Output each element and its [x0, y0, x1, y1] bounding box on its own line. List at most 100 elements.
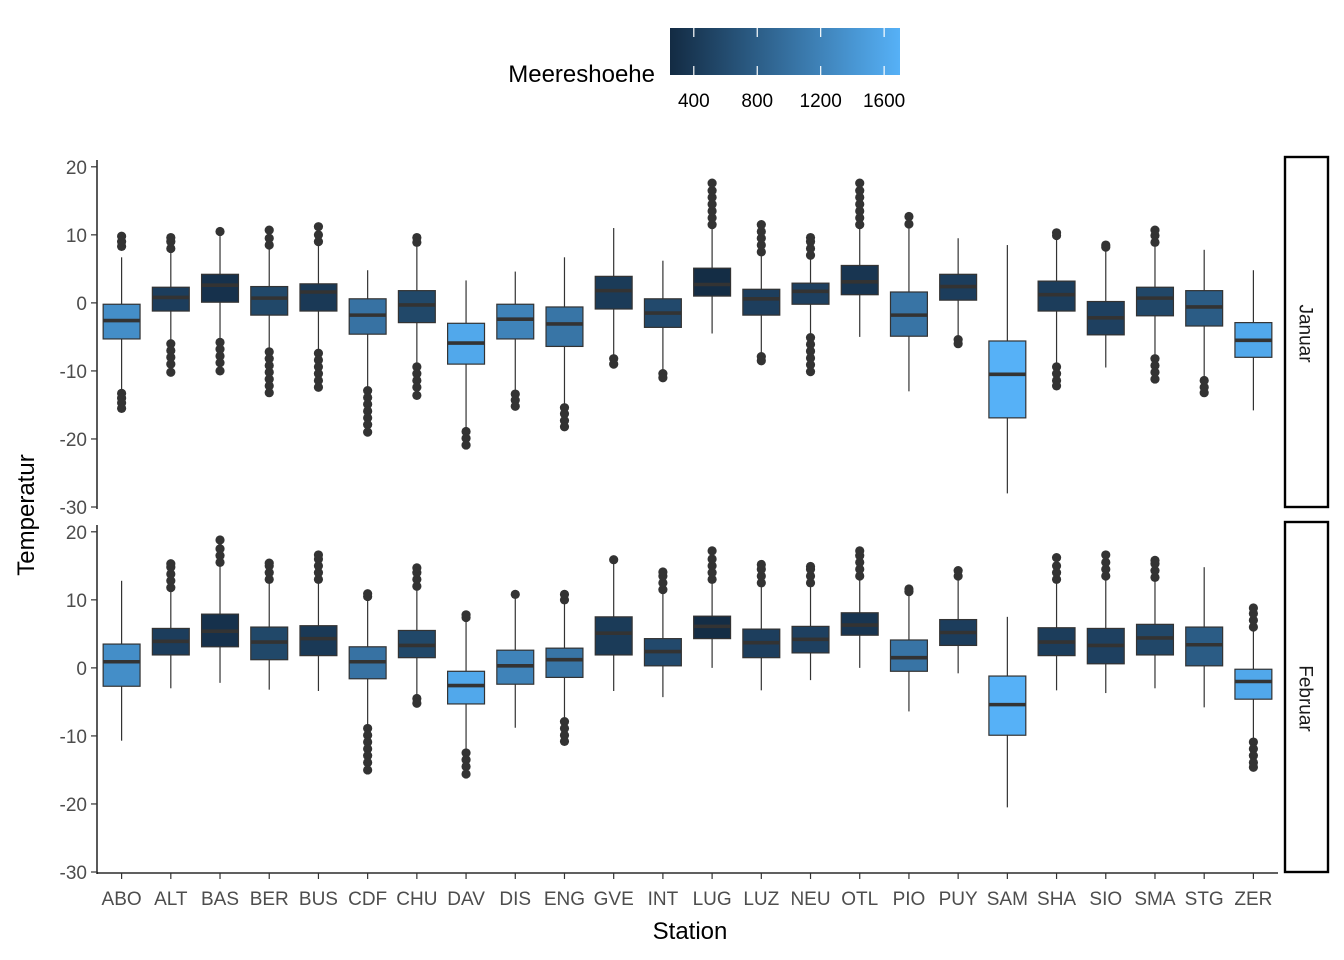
outlier-point	[412, 574, 422, 585]
box-sma	[1135, 555, 1175, 689]
outlier-point	[313, 574, 324, 585]
outlier-point	[707, 206, 717, 216]
outlier-point	[904, 211, 914, 222]
outlier-point	[1248, 737, 1258, 747]
box-ber	[250, 558, 289, 690]
outlier-point	[313, 355, 324, 365]
outlier-point	[1248, 615, 1258, 625]
x-tick-label: LUZ	[743, 889, 779, 910]
outlier-point	[707, 546, 717, 556]
outlier-point	[609, 555, 619, 565]
outlier-point	[805, 561, 816, 572]
outlier-point	[264, 388, 274, 398]
outlier-point	[1051, 228, 1062, 238]
box-lug	[693, 178, 732, 334]
x-tick-label: STG	[1185, 889, 1224, 910]
x-tick-label: BAS	[201, 889, 239, 910]
box-cdf	[348, 589, 387, 775]
outlier-point	[166, 582, 176, 593]
outlier-point	[215, 337, 225, 347]
outlier-point	[855, 192, 865, 203]
box-gve	[594, 228, 633, 369]
legend-tick-label: 800	[741, 91, 773, 112]
x-tick-label: ENG	[544, 889, 585, 910]
legend-tick-label: 1600	[863, 91, 905, 112]
box-iqr	[299, 625, 338, 657]
x-tick-label: SHA	[1037, 889, 1076, 910]
outlier-point	[1051, 561, 1062, 571]
box-neu	[791, 561, 830, 681]
box-zer	[1234, 603, 1273, 772]
outlier-point	[166, 359, 176, 369]
y-tick-label: 10	[66, 226, 87, 247]
box-bus	[299, 222, 338, 392]
outlier-point	[363, 386, 373, 396]
outlier-point	[904, 219, 914, 229]
outlier-point	[412, 698, 422, 708]
y-axis-title: Temperatur	[13, 454, 40, 575]
outlier-point	[805, 232, 816, 243]
outlier-point	[264, 233, 274, 243]
outlier-point	[264, 360, 274, 371]
outlier-point	[707, 561, 717, 571]
facet-panels: -30 -20 -10 0 10 20 Januar -30 -20 -10 0 10 20 Februa…	[60, 155, 1330, 884]
outlier-point	[215, 344, 225, 354]
outlier-point	[461, 433, 471, 443]
outlier-point	[1150, 367, 1160, 377]
outlier-point	[756, 226, 766, 237]
box-iqr	[200, 273, 240, 303]
box-pio	[889, 584, 928, 712]
box-ber	[250, 225, 289, 398]
x-tick-label: CDF	[348, 889, 387, 910]
outlier-point	[953, 565, 963, 576]
outlier-point	[855, 564, 865, 574]
outlier-point	[707, 554, 717, 564]
box-iqr	[889, 639, 928, 672]
outlier-point	[559, 409, 570, 419]
outlier-point	[313, 230, 324, 240]
box-alt	[151, 232, 190, 377]
box-dav	[447, 610, 486, 779]
legend-ticks: 400 800 1200 1600	[678, 28, 905, 112]
outlier-point	[412, 362, 422, 372]
facet-strip	[1283, 520, 1330, 874]
outlier-point	[264, 574, 274, 585]
box-dis	[496, 271, 535, 411]
x-tick-label: GVE	[594, 889, 634, 910]
outlier-point	[215, 366, 225, 376]
box-iqr	[545, 647, 584, 679]
outlier-point	[559, 422, 570, 432]
y-tick-label: 20	[66, 523, 87, 544]
x-tick-label: PUY	[939, 889, 978, 910]
box-iqr	[447, 670, 486, 705]
outlier-point	[1199, 375, 1209, 386]
outlier-point	[805, 578, 816, 588]
outlier-point	[855, 220, 865, 230]
outlier-point	[510, 589, 520, 600]
outlier-point	[363, 751, 373, 761]
outlier-point	[1150, 572, 1160, 582]
outlier-point	[313, 348, 324, 358]
outlier-point	[510, 401, 520, 411]
outlier-point	[363, 589, 373, 599]
box-chu	[397, 563, 436, 708]
box-sha	[1037, 228, 1076, 391]
outlier-point	[461, 440, 471, 450]
facet-strip	[1283, 155, 1330, 509]
outlier-point	[559, 717, 570, 727]
outlier-point	[363, 765, 373, 775]
outlier-point	[805, 339, 816, 349]
outlier-point	[166, 576, 176, 586]
outlier-point	[1199, 388, 1209, 398]
outlier-point	[904, 584, 914, 594]
outlier-point	[805, 250, 816, 260]
outlier-point	[1051, 362, 1062, 372]
box-sma	[1135, 225, 1175, 384]
outlier-point	[756, 571, 766, 581]
facet-strip-label: Februar	[1295, 665, 1316, 732]
outlier-point	[363, 723, 373, 734]
outlier-point	[264, 347, 274, 357]
box-abo	[102, 231, 141, 413]
outlier-point	[707, 199, 717, 209]
outlier-point	[412, 563, 422, 573]
